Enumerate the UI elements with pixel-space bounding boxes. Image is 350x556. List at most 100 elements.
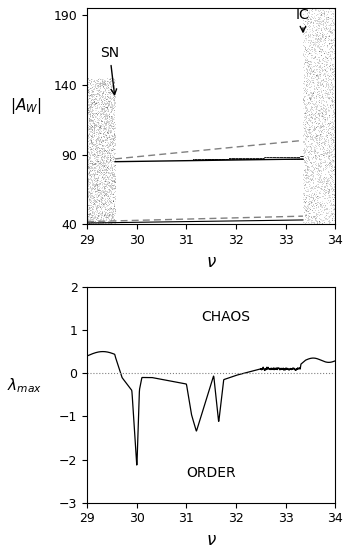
Point [315,31,321,40]
Point [304,71,309,80]
Point [107,154,113,163]
Point [324,14,329,23]
Point [87,96,92,105]
Point [85,118,90,127]
Point [316,58,322,67]
Point [102,144,107,153]
Point [322,112,328,121]
Point [303,172,309,181]
Point [326,47,331,56]
Point [330,190,335,199]
Point [317,160,323,168]
Point [301,30,306,39]
Point [97,111,102,120]
Point [321,75,326,83]
Point [319,17,324,26]
Point [304,157,310,166]
Point [109,176,115,185]
Point [306,92,312,101]
Point [97,79,102,88]
Point [313,133,318,142]
Point [86,164,91,173]
Point [307,195,312,203]
Point [90,133,96,142]
Point [112,122,117,131]
Point [304,112,309,121]
Point [97,108,102,117]
Point [316,63,322,72]
Point [85,88,91,97]
Point [99,155,105,164]
Point [313,103,319,112]
Point [316,172,322,181]
Point [99,208,104,217]
Point [302,57,308,66]
Point [316,197,321,206]
Point [93,179,99,188]
Point [313,143,319,152]
Point [104,168,109,177]
Point [306,90,311,98]
Point [324,116,330,125]
Point [306,60,311,69]
Point [308,59,314,68]
Point [312,184,317,193]
Point [93,210,99,219]
Point [109,162,115,171]
Point [89,116,94,125]
Point [111,182,116,191]
Point [302,153,308,162]
Point [313,220,318,229]
Point [99,178,105,187]
Point [106,78,112,87]
Point [313,6,319,15]
Point [308,197,314,206]
Point [316,161,321,170]
Point [96,127,102,136]
Point [305,201,310,210]
Point [86,102,91,111]
Point [102,127,107,136]
Point [317,220,322,229]
Point [306,17,311,26]
Point [107,80,112,88]
Point [331,24,337,33]
Point [301,113,307,122]
Point [99,205,104,214]
Point [108,172,114,181]
Point [306,27,312,36]
Point [327,43,333,52]
Point [313,49,318,58]
Point [309,195,315,204]
Point [301,13,307,22]
Point [312,80,317,89]
Point [328,131,334,140]
Point [102,165,107,173]
Point [96,191,101,200]
Point [99,101,105,110]
Point [314,167,319,176]
Point [301,148,307,157]
Point [90,138,96,147]
Point [93,187,98,196]
Point [323,16,329,24]
Point [322,163,328,172]
Point [307,27,313,36]
Point [92,174,98,183]
Point [107,94,113,103]
Point [111,74,116,83]
Point [89,148,94,157]
Point [107,140,113,149]
Point [111,131,117,140]
Point [86,94,91,103]
Point [111,126,117,135]
Point [94,168,99,177]
Point [101,210,107,219]
Point [303,152,308,161]
Point [88,175,94,183]
Point [329,214,335,222]
Point [85,142,91,151]
Point [97,130,102,139]
Point [108,170,113,178]
Point [107,81,112,90]
